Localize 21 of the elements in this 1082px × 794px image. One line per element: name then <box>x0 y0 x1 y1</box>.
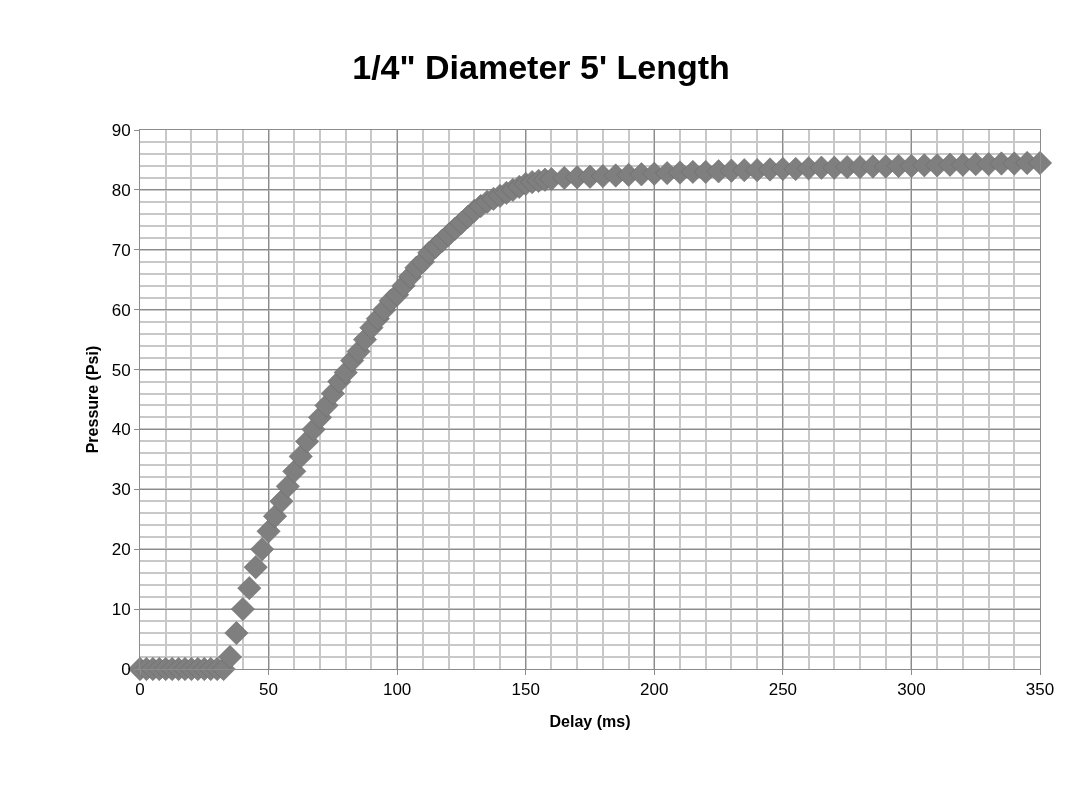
x-tick-label: 100 <box>382 680 412 700</box>
y-tick-label: 0 <box>121 659 131 679</box>
x-tick-label: 300 <box>897 680 926 700</box>
y-tick-label: 50 <box>111 360 131 380</box>
y-tick-label: 30 <box>111 480 131 500</box>
x-tick-label: 150 <box>511 680 540 700</box>
x-tick-label: 0 <box>135 680 145 700</box>
y-tick-label: 90 <box>111 120 131 140</box>
x-tick-label: 250 <box>768 680 798 700</box>
x-axis-title: Delay (ms) <box>549 713 631 730</box>
y-tick-label: 60 <box>111 300 131 320</box>
y-tick-label: 40 <box>111 420 131 440</box>
x-tick-label: 350 <box>1025 680 1055 700</box>
x-tick-label: 200 <box>640 680 669 700</box>
y-tick-label: 20 <box>111 540 131 560</box>
y-axis-title: Pressure (Psi) <box>84 345 101 454</box>
y-tick-label: 10 <box>111 600 131 620</box>
y-tick-label: 80 <box>111 180 131 200</box>
chart-title: 1/4" Diameter 5' Length <box>352 48 730 87</box>
y-tick-label: 70 <box>111 240 131 260</box>
x-tick-label: 50 <box>259 680 279 700</box>
